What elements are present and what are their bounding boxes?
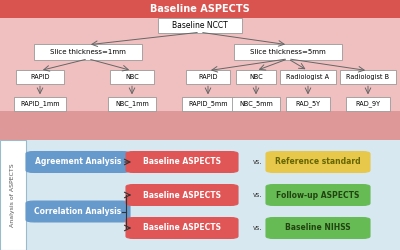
Text: RAPID: RAPID [198,74,218,80]
Text: Analysis of ASPECTS: Analysis of ASPECTS [10,163,16,227]
Text: Baseline ASPECTS: Baseline ASPECTS [143,224,221,232]
Text: Baseline NCCT: Baseline NCCT [172,21,228,30]
FancyBboxPatch shape [108,96,156,110]
Text: Baseline ASPECTS: Baseline ASPECTS [143,158,221,166]
Text: Correlation Analysis: Correlation Analysis [34,207,122,216]
FancyBboxPatch shape [186,70,230,84]
Text: NBC_5mm: NBC_5mm [239,100,273,107]
FancyBboxPatch shape [280,70,336,84]
Bar [0,110,400,140]
Text: RAPID_5mm: RAPID_5mm [188,100,228,107]
Text: NBC: NBC [249,74,263,80]
Text: Radiologist B: Radiologist B [346,74,390,80]
FancyBboxPatch shape [158,18,242,33]
FancyBboxPatch shape [266,184,370,206]
FancyBboxPatch shape [110,70,154,84]
Text: Baseline ASPECTS: Baseline ASPECTS [150,4,250,14]
Text: Radiologist A: Radiologist A [286,74,330,80]
Text: Baseline ASPECTS: Baseline ASPECTS [143,190,221,200]
Text: RAPID_1mm: RAPID_1mm [20,100,60,107]
FancyBboxPatch shape [26,152,130,172]
FancyBboxPatch shape [234,44,342,60]
FancyBboxPatch shape [26,201,130,222]
FancyBboxPatch shape [266,218,370,238]
Text: RAD_9Y: RAD_9Y [356,100,380,107]
Text: Follow-up ASPECTS: Follow-up ASPECTS [276,190,360,200]
Text: vs.: vs. [253,159,263,165]
FancyBboxPatch shape [16,70,64,84]
FancyBboxPatch shape [126,184,238,206]
Text: NBC_1mm: NBC_1mm [115,100,149,107]
FancyBboxPatch shape [266,152,370,172]
Text: Slice thickness=1mm: Slice thickness=1mm [50,49,126,55]
FancyBboxPatch shape [14,96,66,110]
Text: Agreement Analysis: Agreement Analysis [35,158,121,166]
Text: NBC: NBC [125,74,139,80]
Text: Reference standard: Reference standard [275,158,361,166]
FancyBboxPatch shape [182,96,234,110]
Text: Slice thickness=5mm: Slice thickness=5mm [250,49,326,55]
Text: RAPID: RAPID [30,74,50,80]
Text: vs.: vs. [253,225,263,231]
FancyBboxPatch shape [340,70,396,84]
Text: vs.: vs. [253,192,263,198]
FancyBboxPatch shape [236,70,276,84]
FancyBboxPatch shape [34,44,142,60]
FancyBboxPatch shape [346,96,390,110]
Bar [0,0,400,18]
FancyBboxPatch shape [126,218,238,238]
FancyBboxPatch shape [126,152,238,172]
FancyBboxPatch shape [286,96,330,110]
Text: Baseline NIHSS: Baseline NIHSS [285,224,351,232]
Bar [0,140,26,250]
Text: RAD_5Y: RAD_5Y [296,100,320,107]
FancyBboxPatch shape [232,96,280,110]
